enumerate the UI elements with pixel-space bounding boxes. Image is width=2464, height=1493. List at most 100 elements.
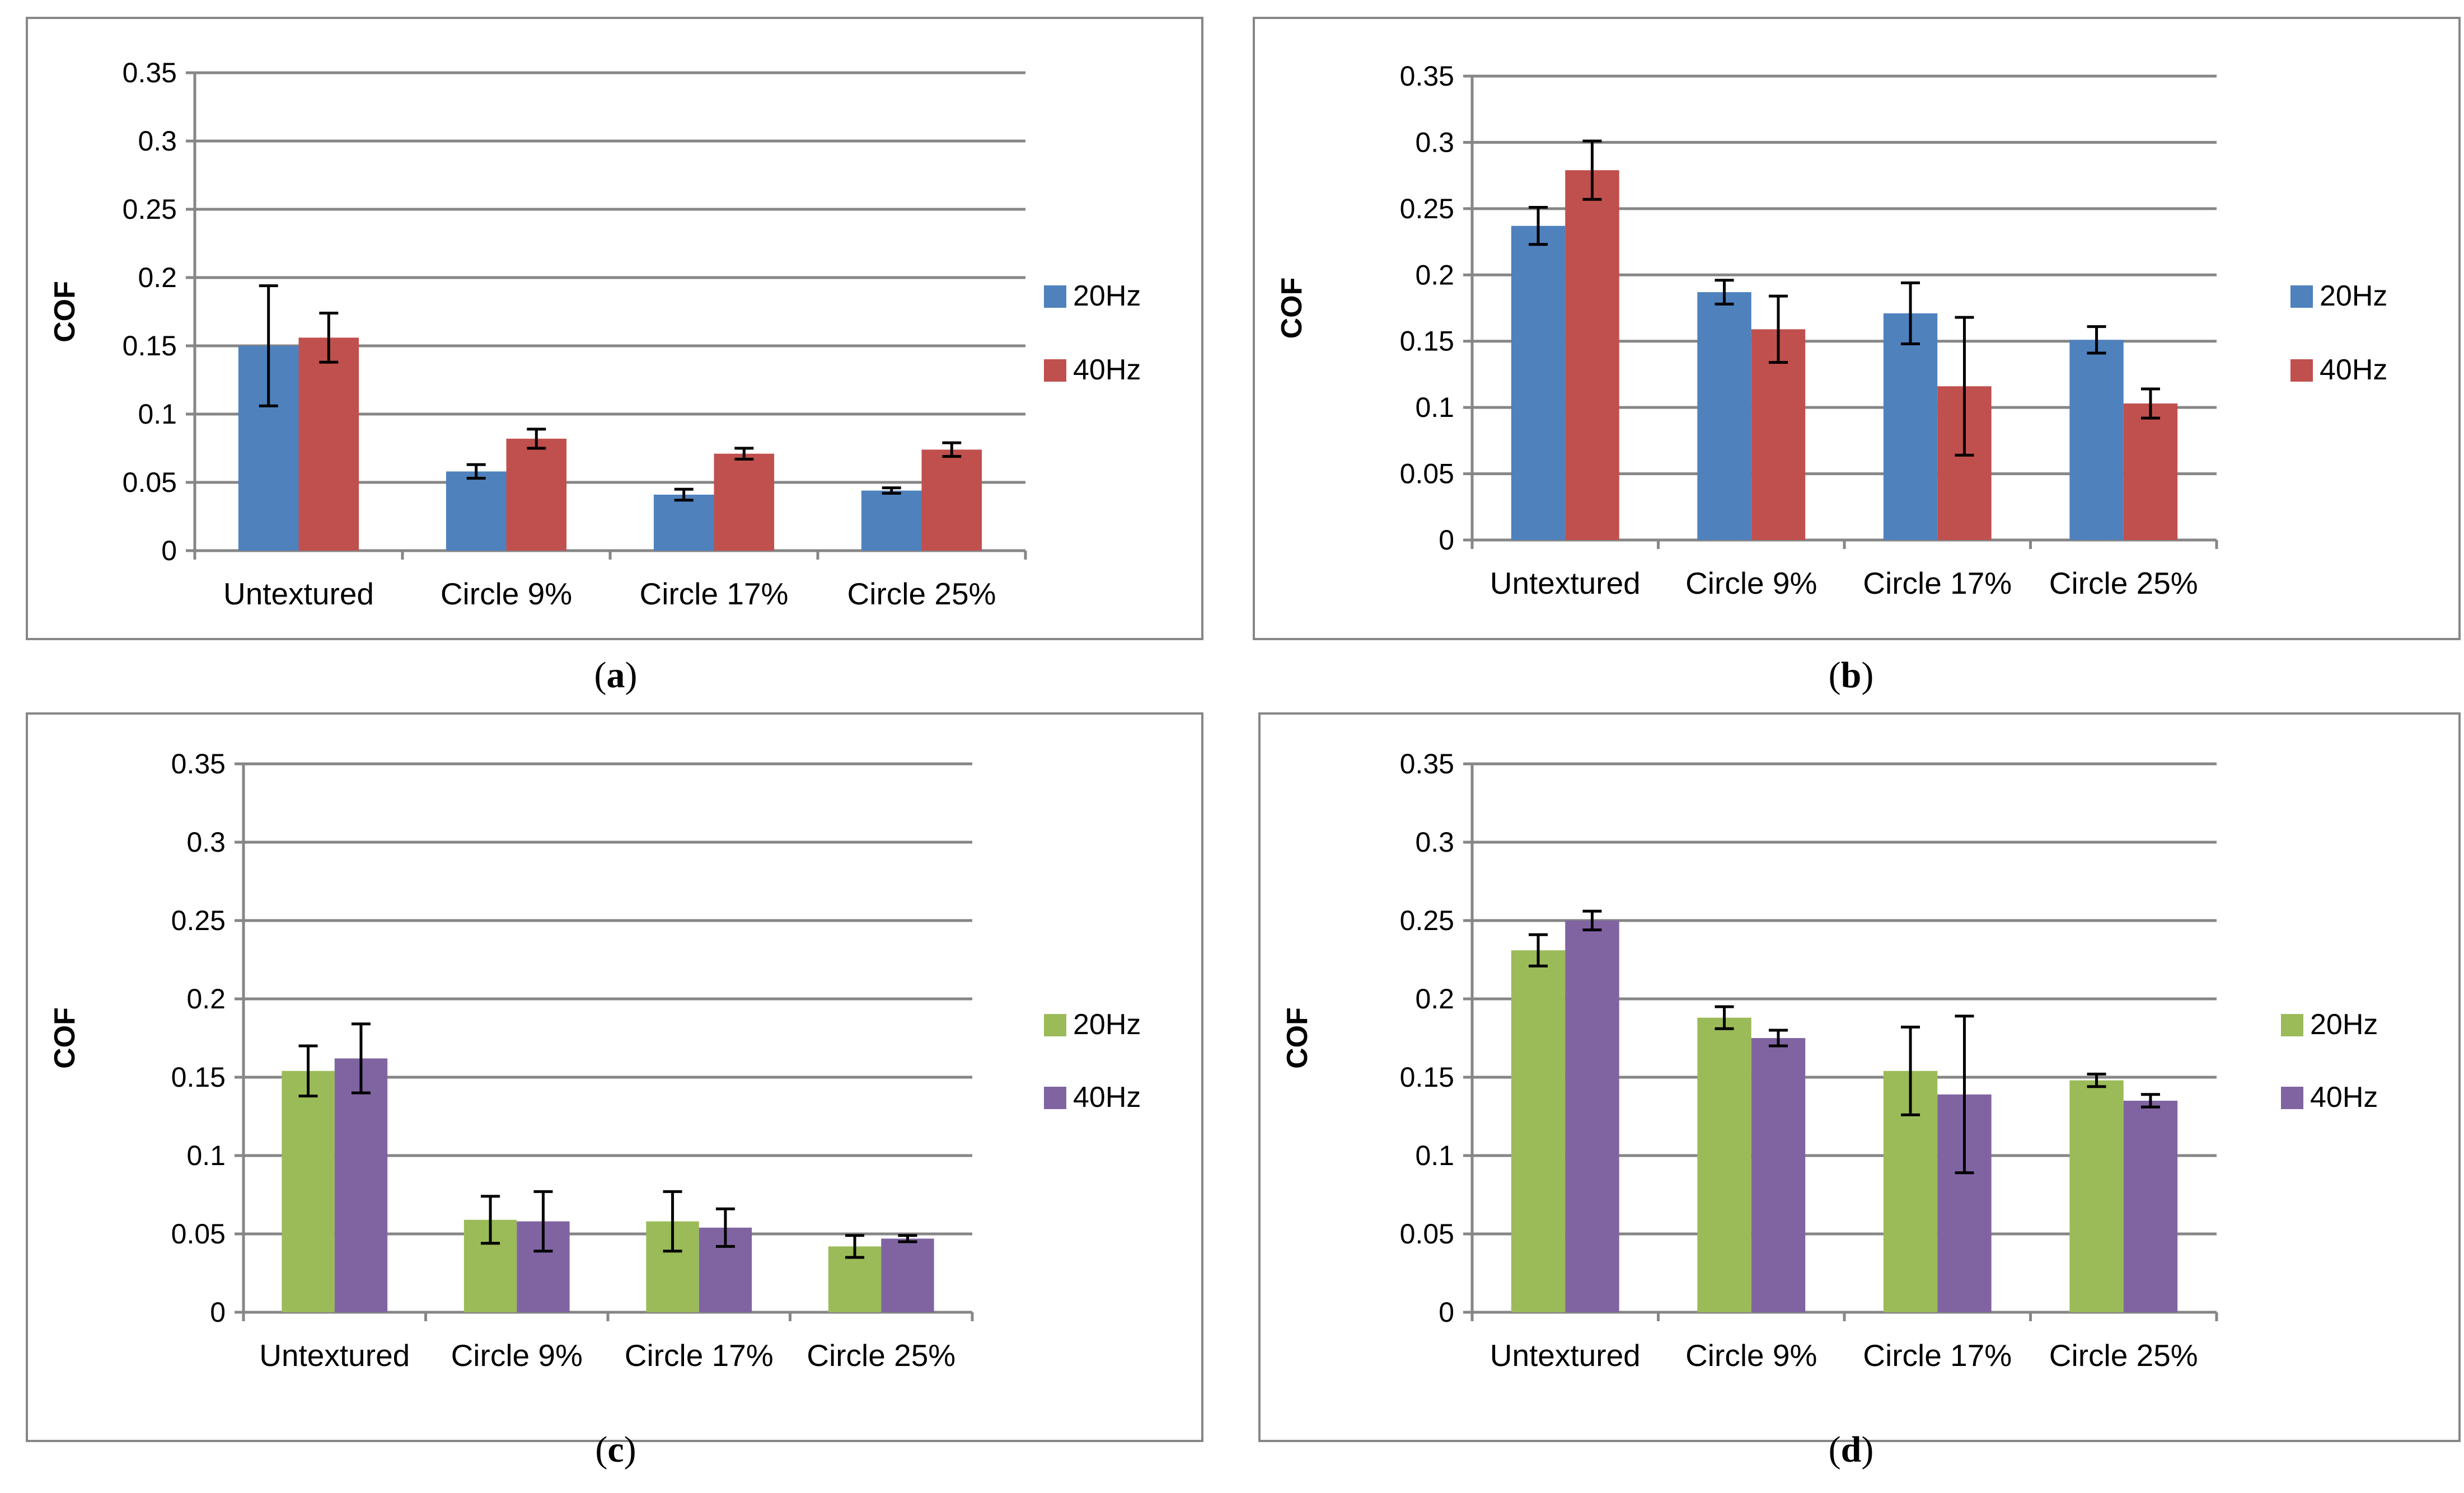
chart-frame [26,17,1203,640]
x-tick-label: Untextured [1490,1338,1641,1373]
y-axis-label: COF [1281,1007,1314,1069]
x-tick-label: Circle 9% [1685,566,1817,600]
legend-label-20hz: 20Hz [1073,280,1141,312]
y-tick-label: 0.2 [1415,983,1454,1015]
y-tick-label: 0.15 [1400,326,1454,357]
legend-swatch-40hz [1044,359,1066,382]
y-tick-label: 0.2 [186,983,226,1015]
legend-swatch-20hz [1044,285,1066,308]
y-tick-label: 0.05 [1400,458,1454,490]
x-tick-label: Circle 17% [625,1338,774,1373]
caption-letter: c [607,1429,624,1470]
x-tick-label: Circle 9% [1685,1338,1817,1373]
legend-label-20hz: 20Hz [2320,280,2387,312]
bar-40hz-1 [1565,170,1619,540]
bar-20hz-4 [861,490,922,551]
bar-20hz-4 [2069,340,2124,540]
y-tick-label: 0.1 [138,398,177,430]
y-tick-label: 0.15 [1400,1062,1454,1093]
y-tick-label: 0.3 [186,827,226,858]
x-tick-label: Untextured [223,576,374,611]
caption-paren-close: ) [1861,655,1873,696]
bar-20hz-2 [1697,1017,1751,1312]
bar-40hz-1 [334,1058,388,1312]
bar-40hz-3 [714,453,775,551]
legend-swatch-40hz [2281,1087,2303,1109]
chart-panel-b: 0 0.05 0.1 0.15 0.2 0.25 0.3 0.35 COF Untextured C… [1253,17,2461,640]
y-tick-label: 0.3 [138,125,177,157]
bar-40hz-4 [881,1238,934,1312]
bar-20hz-4 [2069,1080,2124,1312]
caption-paren-open: ( [595,1429,607,1470]
y-axis-label: COF [1276,278,1308,339]
y-tick-label: 0.25 [1400,905,1454,936]
caption-paren-close: ) [1861,1429,1873,1470]
caption-paren-open: ( [1829,1429,1841,1470]
caption-letter: a [607,655,625,696]
caption-letter: d [1841,1429,1862,1470]
bar-40hz-4 [921,449,982,551]
y-tick-label: 0.3 [1415,827,1454,858]
bar-20hz-2 [446,471,507,551]
x-tick-label: Circle 17% [1863,1338,2012,1373]
x-tick-label: Circle 9% [451,1338,583,1373]
y-tick-label: 0.15 [171,1062,226,1093]
legend-swatch-20hz [2281,1014,2303,1036]
bar-20hz-3 [1883,313,1938,540]
bar-40hz-1 [1565,921,1619,1312]
y-tick-label: 0 [1439,524,1454,556]
bar-40hz-2 [1751,329,1806,540]
y-tick-label: 0.2 [1415,259,1454,290]
x-tick-label: Circle 25% [807,1338,955,1373]
x-tick-label: Circle 17% [640,576,789,611]
chart-panel-a: 0 0.05 0.1 0.15 0.2 0.25 0.3 0.35 COF Untextured C… [26,17,1203,640]
legend-label-20hz: 20Hz [1073,1008,1141,1041]
y-tick-label: 0.05 [123,467,177,498]
bar-20hz-1 [1511,226,1566,540]
y-tick-label: 0 [1439,1297,1454,1328]
y-tick-label: 0.1 [1415,1140,1454,1171]
chart-panel-c: 0 0.05 0.1 0.15 0.2 0.25 0.3 0.35 COF Untextured C… [26,712,1203,1442]
y-tick-label: 0.1 [1415,392,1454,423]
y-tick-label: 0.35 [1400,748,1454,780]
x-tick-label: Untextured [1490,566,1641,600]
bar-20hz-2 [1697,292,1751,540]
y-tick-label: 0.35 [123,57,177,88]
x-tick-label: Circle 25% [847,576,996,611]
y-tick-label: 0.3 [1415,126,1454,158]
caption-paren-open: ( [1829,655,1841,696]
legend-label-40hz: 40Hz [2310,1081,2378,1114]
y-tick-label: 0.1 [186,1140,226,1171]
y-tick-label: 0.35 [171,748,226,780]
legend-label-40hz: 40Hz [1073,1081,1141,1114]
caption-letter: b [1841,655,1862,696]
panel-caption-d: (d) [1829,1429,1874,1470]
y-tick-label: 0.25 [123,194,177,225]
y-tick-label: 0.05 [1400,1218,1454,1250]
y-tick-label: 0.2 [138,262,177,293]
y-axis-label: COF [49,1007,81,1069]
x-tick-label: Untextured [259,1338,410,1373]
legend-swatch-40hz [2290,359,2313,382]
bar-40hz-2 [1751,1038,1806,1312]
bar-40hz-4 [2123,1101,2178,1312]
y-tick-label: 0.05 [171,1218,226,1250]
bar-40hz-2 [506,438,567,551]
y-tick-label: 0.35 [1400,60,1454,92]
panel-caption-c: (c) [595,1429,636,1470]
caption-paren-close: ) [625,655,638,696]
panel-caption-b: (b) [1829,655,1874,696]
legend-swatch-20hz [2290,285,2313,308]
panel-caption-a: (a) [594,655,638,696]
y-tick-label: 0 [210,1297,226,1328]
x-tick-label: Circle 25% [2049,1338,2198,1373]
x-tick-label: Circle 17% [1863,566,2012,600]
y-tick-label: 0.25 [171,905,226,936]
bar-40hz-4 [2123,403,2178,540]
legend-swatch-40hz [1044,1087,1066,1109]
y-tick-label: 0.15 [123,330,177,361]
x-tick-label: Circle 25% [2049,566,2198,600]
x-tick-label: Circle 9% [441,576,572,611]
y-axis-label: COF [49,281,81,342]
